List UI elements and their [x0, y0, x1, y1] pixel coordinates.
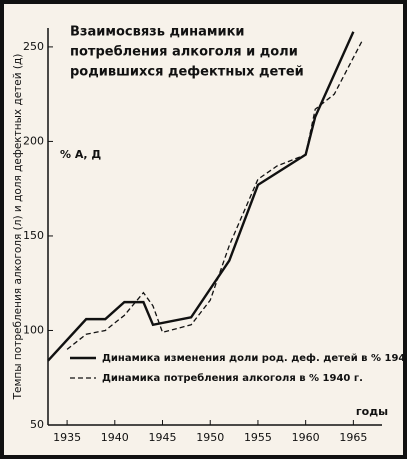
series-line — [66, 39, 364, 350]
y-tick-label: 150 — [23, 229, 44, 242]
y-axis-label: Темпы потребления алкоголя (л) и доля де… — [12, 54, 24, 401]
x-tick-label: 1935 — [53, 431, 81, 444]
legend-label: Динамика потребления алкоголя в % 1940 г… — [102, 372, 363, 384]
x-tick-label: 1950 — [196, 431, 224, 444]
y-tick-label: 100 — [23, 323, 44, 336]
x-axis-label: годы — [356, 405, 388, 418]
background — [4, 4, 403, 455]
y-tick-label: 50 — [30, 418, 44, 431]
chart-title: Взаимосвязь динамики — [70, 25, 245, 40]
x-tick-label: 1960 — [292, 431, 320, 444]
legend-label: Динамика изменения доли род. деф. детей … — [102, 352, 407, 364]
y-tick-label: 200 — [23, 134, 44, 147]
x-tick-label: 1940 — [101, 431, 129, 444]
chart-title: родившихся дефектных детей — [70, 65, 304, 80]
y-tick-label: 250 — [23, 40, 44, 53]
x-tick-label: 1955 — [244, 431, 272, 444]
chart-title: потребления алкоголя и доли — [70, 45, 298, 60]
x-tick-label: 1945 — [149, 431, 177, 444]
x-tick-label: 1965 — [339, 431, 367, 444]
annotation: % А, Д — [60, 148, 101, 161]
